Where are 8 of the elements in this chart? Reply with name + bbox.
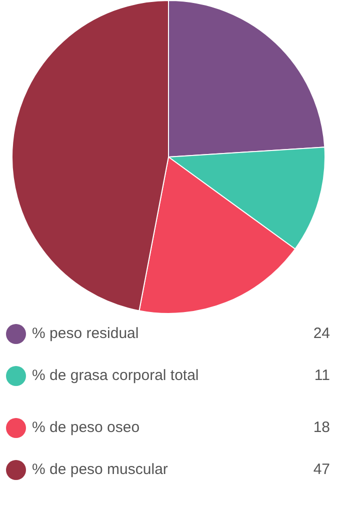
legend-label: % de peso oseo xyxy=(32,419,141,437)
legend-label: % peso residual xyxy=(32,325,140,343)
data-label: 11 xyxy=(314,367,330,384)
data-label: 18 xyxy=(313,419,330,436)
legend-label: % de peso muscular xyxy=(32,461,169,479)
data-label: 47 xyxy=(313,461,330,478)
legend-label: % de grasa corporal total xyxy=(32,367,200,385)
data-label: 24 xyxy=(313,325,330,342)
